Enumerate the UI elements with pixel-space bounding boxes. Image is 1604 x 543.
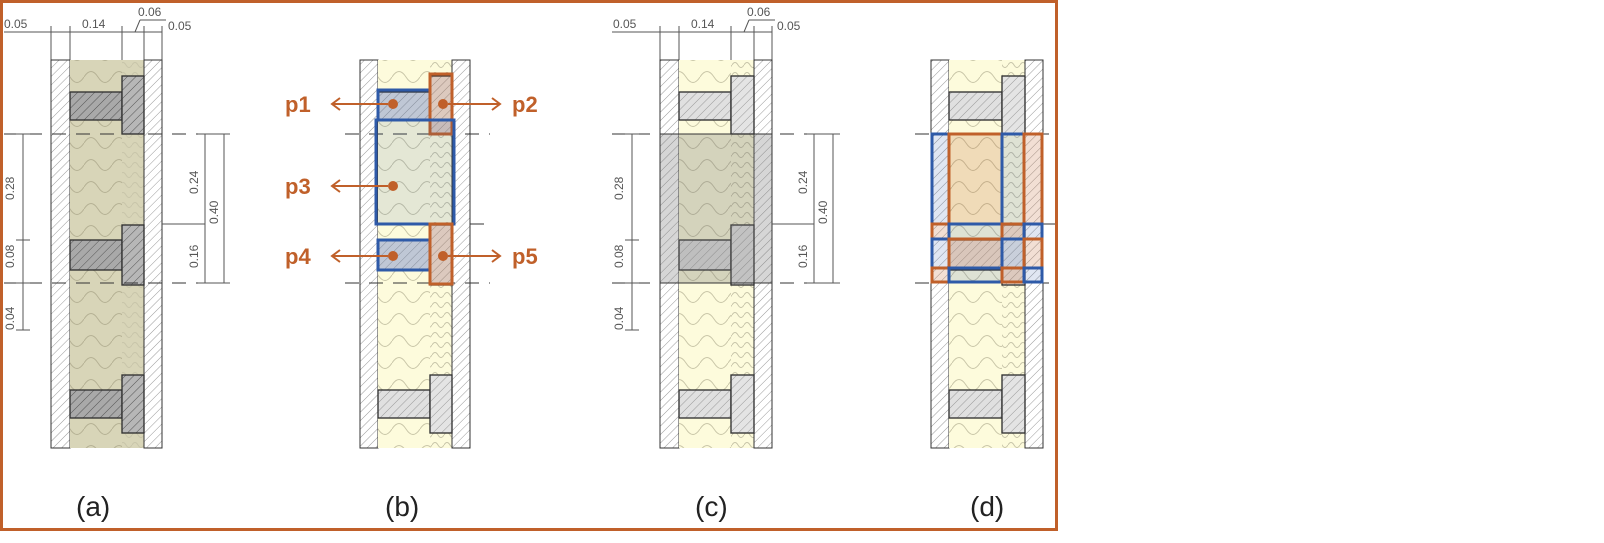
label-p1: p1 bbox=[285, 92, 311, 117]
top-dimensions-c bbox=[612, 19, 775, 62]
outer-sheathing-a bbox=[50, 59, 71, 449]
left-dimensions-c bbox=[625, 133, 639, 331]
label-p4: p4 bbox=[285, 244, 311, 269]
label-p2: p2 bbox=[512, 92, 538, 117]
dim-left-1-c: 0.28 bbox=[612, 176, 626, 200]
dim-top-3-a: 0.06 bbox=[138, 5, 162, 19]
dim-top-4-c: 0.05 bbox=[777, 19, 801, 33]
caption-d: (d) bbox=[970, 491, 1004, 522]
right-dimensions-c bbox=[772, 133, 840, 284]
region-p3 bbox=[374, 118, 456, 226]
dim-right-2-c: 0.16 bbox=[796, 244, 810, 268]
section-lines-d bbox=[915, 133, 1055, 284]
caption-c: (c) bbox=[695, 491, 728, 522]
studs-a bbox=[69, 75, 145, 434]
dim-top-2-c: 0.14 bbox=[691, 17, 715, 31]
section-lines-a bbox=[4, 133, 230, 284]
panel-a: 0.05 0.14 0.06 0.05 bbox=[3, 5, 230, 522]
region-p5 bbox=[428, 222, 454, 286]
shaded-band-c bbox=[659, 133, 773, 284]
dim-left-3-a: 0.04 bbox=[3, 306, 17, 330]
label-p5: p5 bbox=[512, 244, 538, 269]
right-dimensions-a bbox=[162, 133, 230, 284]
label-p3: p3 bbox=[285, 174, 311, 199]
studs-b bbox=[377, 75, 453, 434]
top-dimensions-a bbox=[4, 19, 166, 62]
dim-top-3-c: 0.06 bbox=[747, 5, 771, 19]
caption-a: (a) bbox=[76, 491, 110, 522]
panel-b: p1 p2 p3 p4 p5 (b) bbox=[285, 59, 538, 522]
left-dimensions-a bbox=[16, 133, 30, 331]
inner-sheathing-b bbox=[451, 59, 471, 449]
section-lines-c bbox=[612, 133, 840, 284]
dim-top-4-a: 0.05 bbox=[168, 19, 192, 33]
dim-right-3-c: 0.40 bbox=[816, 200, 830, 224]
dim-right-1-a: 0.24 bbox=[187, 170, 201, 194]
inner-sheathing-a bbox=[143, 59, 163, 449]
marker-arrows bbox=[330, 97, 502, 263]
dim-left-2-a: 0.08 bbox=[3, 244, 17, 268]
panel-d: (d) bbox=[915, 59, 1055, 522]
dim-right-1-c: 0.24 bbox=[796, 170, 810, 194]
dim-right-3-a: 0.40 bbox=[207, 200, 221, 224]
dim-top-1-a: 0.05 bbox=[4, 17, 28, 31]
caption-b: (b) bbox=[385, 491, 419, 522]
section-lines-b bbox=[345, 133, 490, 284]
dim-top-2-a: 0.14 bbox=[82, 17, 106, 31]
panel-c: 0.05 0.14 0.06 0.05 bbox=[612, 5, 840, 522]
dim-top-1-c: 0.05 bbox=[613, 17, 637, 31]
subregion-grid-d bbox=[930, 132, 1044, 284]
dim-left-3-c: 0.04 bbox=[612, 306, 626, 330]
dim-right-2-a: 0.16 bbox=[187, 244, 201, 268]
dim-left-1-a: 0.28 bbox=[3, 176, 17, 200]
outer-sheathing-b bbox=[359, 59, 379, 449]
studs-c bbox=[678, 75, 755, 434]
dim-left-2-c: 0.08 bbox=[612, 244, 626, 268]
figure-frame bbox=[0, 0, 1058, 531]
